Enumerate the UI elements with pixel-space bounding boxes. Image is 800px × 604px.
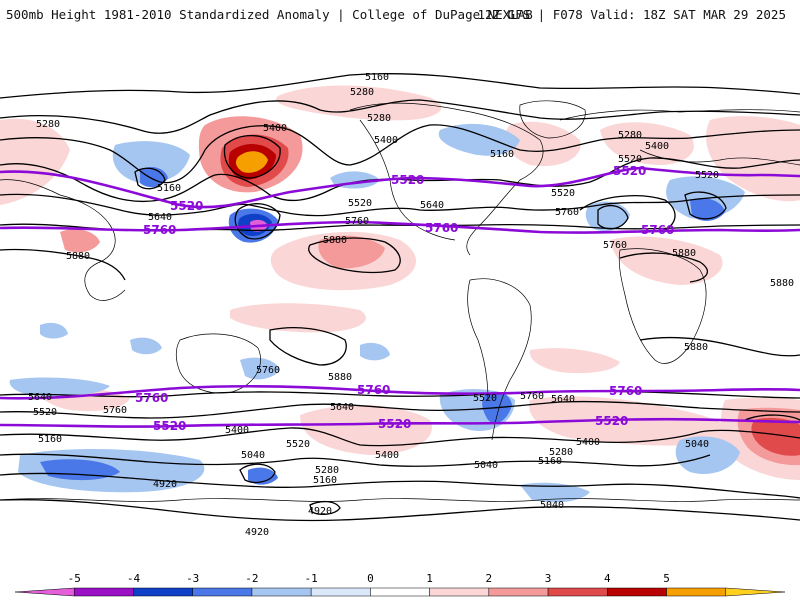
purple-contour-label: 5760 bbox=[357, 383, 390, 397]
contour-label: 5880 bbox=[328, 372, 352, 383]
colorbar-segment bbox=[607, 587, 667, 597]
contour-label: 5280 bbox=[350, 87, 374, 98]
contour-label: 5520 bbox=[618, 154, 642, 165]
black-contour-labels: 5160 5280 5280 5400 5280 5400 5160 5280 … bbox=[28, 72, 794, 538]
contour-label: 5160 bbox=[538, 456, 562, 467]
purple-contours bbox=[0, 166, 800, 428]
colorbar-segment bbox=[666, 587, 727, 597]
colorbar-tick-label: 4 bbox=[604, 572, 611, 585]
contour-label: 5520 bbox=[695, 170, 719, 181]
contour-label: 5640 bbox=[551, 394, 575, 405]
purple-contour-label: 5760 bbox=[609, 384, 642, 398]
contour-label: 5400 bbox=[375, 450, 399, 461]
colorbar-tick-label: -5 bbox=[68, 572, 81, 585]
colorbar-tick-label: 3 bbox=[545, 572, 552, 585]
contour-label: 5280 bbox=[315, 465, 339, 476]
contour-label: 5640 bbox=[420, 200, 444, 211]
contour-label: 5160 bbox=[490, 149, 514, 160]
contour-label: 5400 bbox=[645, 141, 669, 152]
map-title: 500mb Height 1981-2010 Standardized Anom… bbox=[6, 7, 533, 22]
colorbar-tick-label: -3 bbox=[186, 572, 199, 585]
contour-label: 5160 bbox=[365, 72, 389, 83]
colorbar: -5 -4 -3 -2 -1 0 1 2 3 4 5 bbox=[0, 560, 800, 600]
contour-label: 5640 bbox=[148, 212, 172, 223]
colorbar-tick-label: -4 bbox=[127, 572, 141, 585]
contour-label: 5040 bbox=[685, 439, 709, 450]
purple-contour-label: 5760 bbox=[143, 223, 176, 237]
colorbar-segment bbox=[192, 587, 253, 597]
colorbar-segments bbox=[14, 587, 786, 597]
contour-label: 5040 bbox=[474, 460, 498, 471]
contour-label: 5760 bbox=[603, 240, 627, 251]
purple-contour-label: 5760 bbox=[135, 391, 168, 405]
map-canvas: 5160 5280 5280 5400 5280 5400 5160 5280 … bbox=[0, 40, 800, 558]
contour-label: 5400 bbox=[263, 123, 287, 134]
contour-label: 5280 bbox=[549, 447, 573, 458]
colorbar-segment bbox=[725, 587, 786, 597]
contour-label: 4920 bbox=[245, 527, 269, 538]
colorbar-segment bbox=[310, 587, 371, 597]
contour-label: 5520 bbox=[473, 393, 497, 404]
contour-label: 5760 bbox=[345, 216, 369, 227]
contour-label: 5880 bbox=[323, 235, 347, 246]
map-panel: 5160 5280 5280 5400 5280 5400 5160 5280 … bbox=[0, 40, 800, 558]
colorbar-canvas: -5 -4 -3 -2 -1 0 1 2 3 4 5 bbox=[14, 572, 786, 597]
contour-label: 5280 bbox=[618, 130, 642, 141]
contour-label: 5400 bbox=[374, 135, 398, 146]
purple-contour-label: 5520 bbox=[613, 164, 646, 178]
colorbar-tick-label: -1 bbox=[305, 572, 318, 585]
colorbar-segment bbox=[429, 587, 490, 597]
contour-label: 5760 bbox=[520, 391, 544, 402]
colorbar-tick-label: 0 bbox=[367, 572, 374, 585]
contour-label: 5160 bbox=[313, 475, 337, 486]
contour-label: 5880 bbox=[770, 278, 794, 289]
contour-label: 5880 bbox=[684, 342, 708, 353]
contour-label: 5520 bbox=[551, 188, 575, 199]
colorbar-tick-label: -2 bbox=[245, 572, 258, 585]
contour-label: 5760 bbox=[103, 405, 127, 416]
purple-contour-label: 5520 bbox=[595, 414, 628, 428]
colorbar-segment bbox=[133, 587, 193, 597]
colorbar-segment bbox=[251, 587, 312, 597]
colorbar-tick-label: 1 bbox=[426, 572, 433, 585]
contour-label: 4920 bbox=[308, 506, 332, 517]
colorbar-segment bbox=[14, 587, 75, 597]
contour-label: 5520 bbox=[348, 198, 372, 209]
coastlines bbox=[0, 100, 800, 502]
contour-label: 5640 bbox=[330, 402, 354, 413]
contour-label: 4920 bbox=[153, 479, 177, 490]
colorbar-segment bbox=[547, 587, 608, 597]
colorbar-tick-label: 2 bbox=[486, 572, 493, 585]
contour-label: 5160 bbox=[38, 434, 62, 445]
contour-label: 5880 bbox=[66, 251, 90, 262]
colorbar-segment bbox=[488, 587, 549, 597]
model-run-info: 12Z GFS | F078 Valid: 18Z SAT MAR 29 202… bbox=[477, 7, 786, 22]
colorbar-ticks: -5 -4 -3 -2 -1 0 1 2 3 4 5 bbox=[68, 572, 670, 585]
contour-label: 5280 bbox=[36, 119, 60, 130]
purple-contour-label: 5520 bbox=[170, 199, 203, 213]
contour-label: 5880 bbox=[672, 248, 696, 259]
purple-contour-labels: 5520 5520 5520 5760 5760 5760 5760 5760 … bbox=[135, 164, 674, 433]
contour-label: 5640 bbox=[28, 392, 52, 403]
colorbar-tick-label: 5 bbox=[663, 572, 670, 585]
contour-label: 5520 bbox=[33, 407, 57, 418]
contour-label: 5160 bbox=[157, 183, 181, 194]
contour-label: 5760 bbox=[256, 365, 280, 376]
contour-label: 5400 bbox=[225, 425, 249, 436]
purple-contour-label: 5760 bbox=[425, 221, 458, 235]
purple-contour-label: 5520 bbox=[391, 173, 424, 187]
contour-label: 5280 bbox=[367, 113, 391, 124]
colorbar-segment bbox=[370, 587, 430, 597]
contour-label: 5040 bbox=[540, 500, 564, 511]
purple-contour-label: 5760 bbox=[641, 223, 674, 237]
contour-label: 5040 bbox=[241, 450, 265, 461]
purple-contour-label: 5520 bbox=[378, 417, 411, 431]
contour-label: 5400 bbox=[576, 437, 600, 448]
colorbar-segment bbox=[73, 587, 134, 597]
contour-label: 5520 bbox=[286, 439, 310, 450]
header: 500mb Height 1981-2010 Standardized Anom… bbox=[0, 0, 800, 34]
contour-label: 5760 bbox=[555, 207, 579, 218]
purple-contour-label: 5520 bbox=[153, 419, 186, 433]
